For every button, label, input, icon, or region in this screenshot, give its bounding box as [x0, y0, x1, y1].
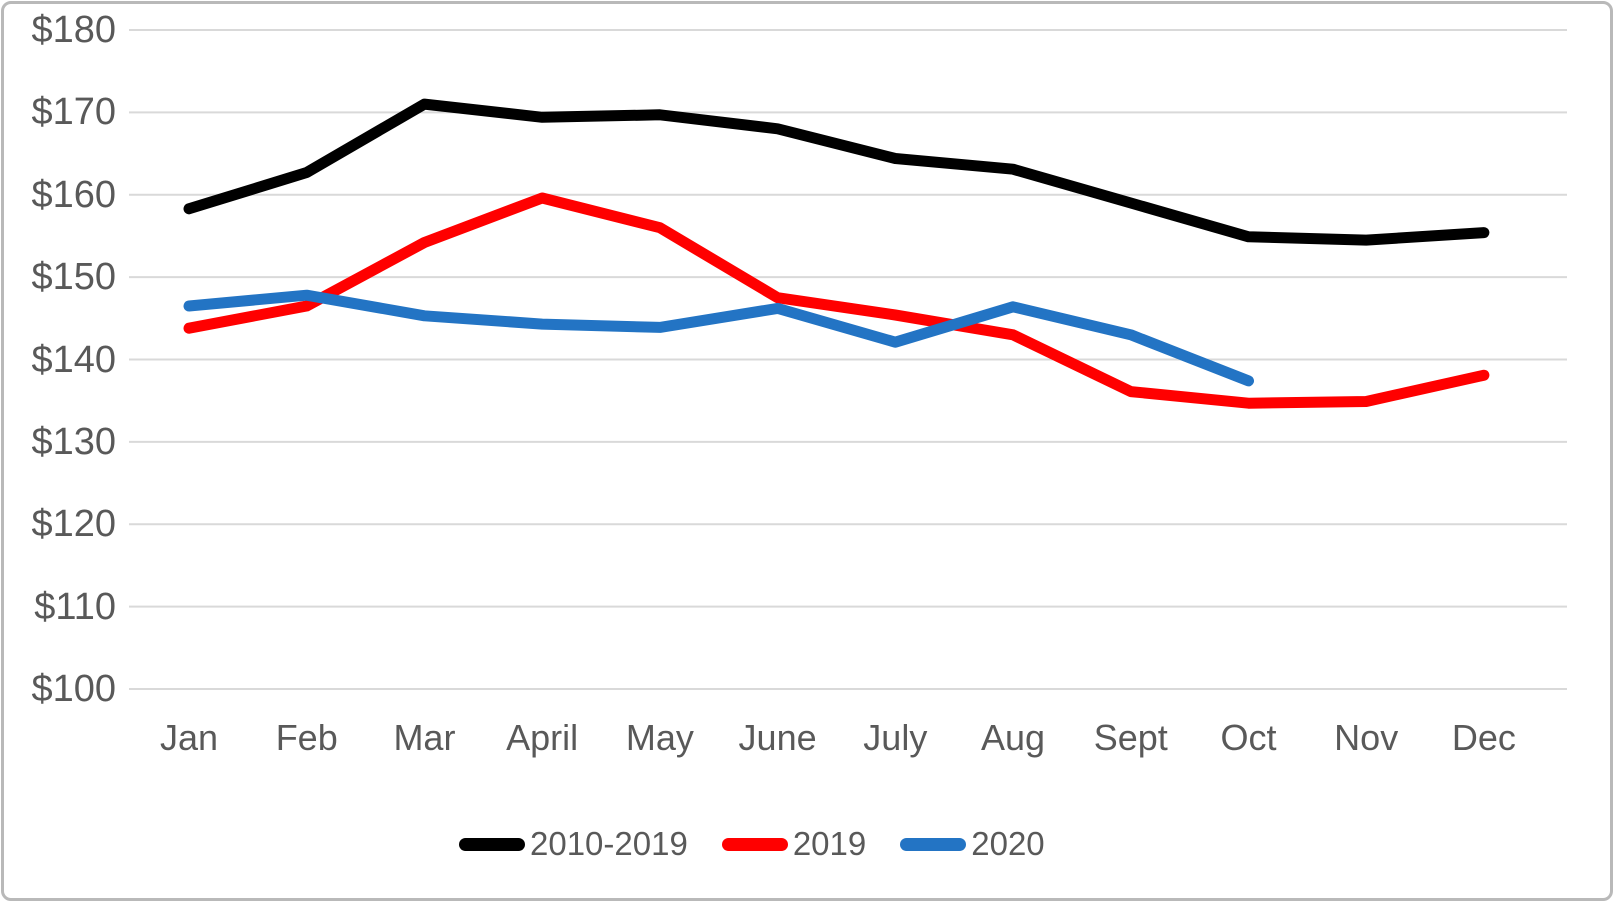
series-line-2010-2019: [183, 98, 1490, 246]
x-axis-tick-label: Jan: [159, 717, 219, 758]
x-axis-tick-label: Dec: [1451, 717, 1516, 758]
line-chart-plot: [129, 29, 1567, 690]
y-axis-tick-label: $140: [31, 338, 116, 381]
legend-label: 2019: [792, 825, 867, 862]
y-axis-tick-label: $120: [31, 503, 116, 546]
legend-item-2019: 2019: [721, 825, 867, 863]
legend-item-2010-2019: 2010-2019: [459, 825, 688, 863]
y-axis-tick-label: $130: [31, 420, 116, 463]
y-axis-tick-label: $180: [31, 9, 116, 51]
legend: 2010-2019 2019 2020: [459, 822, 1045, 866]
x-axis-tick-label: Oct: [1220, 717, 1277, 758]
x-axis-tick-label: Mar: [393, 717, 456, 758]
legend-marker-icon: [459, 837, 525, 851]
x-axis-tick-label: July: [863, 717, 928, 758]
x-axis-tick-label: May: [625, 717, 694, 758]
y-axis-tick-label: $100: [31, 668, 116, 710]
legend-label: 2020: [971, 825, 1045, 862]
y-axis-tick-label: $110: [34, 585, 116, 628]
legend-marker-icon: [721, 837, 788, 851]
x-axis-tick-label: Aug: [981, 717, 1046, 758]
y-axis-tick-label: $150: [31, 256, 116, 299]
legend-marker-icon: [900, 837, 967, 851]
x-axis-tick-label: Sept: [1093, 717, 1168, 758]
y-axis-tick-label: $170: [31, 91, 116, 134]
legend-label: 2010-2019: [530, 825, 688, 862]
y-axis-tick-label: $160: [31, 173, 116, 216]
x-axis-tick-label: April: [506, 717, 579, 758]
legend-item-2020: 2020: [900, 825, 1045, 863]
x-axis-tick-label: Feb: [275, 717, 338, 758]
x-axis-tick-label: Nov: [1334, 717, 1399, 758]
series-line-2020: [183, 289, 1254, 387]
x-axis-tick-label: June: [738, 717, 817, 758]
series-line-2019: [183, 192, 1490, 409]
